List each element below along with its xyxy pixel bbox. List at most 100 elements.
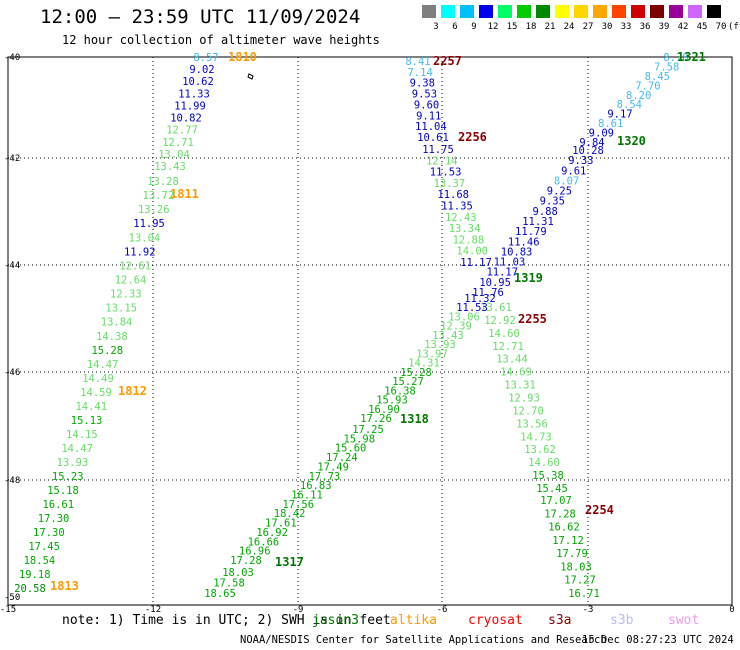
wave-height-value: 17.07 (540, 495, 572, 507)
legend-label: 36 (639, 22, 651, 32)
wave-height-value: 11.35 (441, 201, 473, 213)
wave-height-value: 10.28 (572, 145, 604, 157)
lon-tick-label: -9 (293, 605, 304, 615)
legend-label: 27 (582, 22, 594, 32)
legend-swatch (631, 5, 645, 18)
wave-height-value: 13.34 (449, 223, 481, 235)
wave-height-value: 14.59 (80, 387, 112, 399)
wave-height-value: 9.17 (607, 109, 632, 121)
wave-height-value: 8.78 (663, 52, 688, 64)
legend-swatch (536, 5, 550, 18)
legend-label: 24 (563, 22, 575, 32)
satellite-label: jason3 (312, 613, 359, 628)
lon-tick-label: 0 (729, 605, 734, 615)
wave-height-value: 11.31 (522, 216, 554, 228)
track-time-label: 1320 (617, 134, 646, 148)
wave-height-value: 10.62 (182, 76, 214, 88)
wave-height-value: 17.12 (552, 535, 584, 547)
lat-tick-label: -44 (4, 261, 20, 271)
legend-swatch (593, 5, 607, 18)
wave-height-value: 9.11 (416, 110, 441, 122)
wave-height-value: 17.28 (230, 555, 262, 567)
wave-height-value: 13.15 (105, 303, 137, 315)
wave-height-value: 14.38 (96, 331, 128, 343)
lat-tick-label: -50 (4, 593, 20, 603)
wave-height-value: 14.31 (408, 358, 440, 370)
wave-height-value: 11.53 (430, 167, 462, 179)
wave-height-value: 10.61 (417, 132, 449, 144)
wave-height-value: 14.00 (456, 246, 488, 258)
wave-height-value: 12.33 (110, 289, 142, 301)
wave-height-value: 17.30 (38, 513, 70, 525)
legend-swatch (422, 5, 436, 18)
wave-height-value: 16.38 (384, 385, 416, 397)
wave-height-value: 8.07 (554, 175, 579, 187)
track-time-label: 1810 (228, 50, 257, 64)
wave-height-value: 18.54 (24, 555, 56, 567)
track-time-label: 2255 (518, 312, 547, 326)
wave-height-value: 10.82 (170, 113, 202, 125)
wave-height-value: 14.69 (500, 367, 532, 379)
legend-label: 21 (544, 22, 556, 32)
wave-height-value: 17.25 (352, 424, 384, 436)
track-time-label: 1812 (118, 384, 147, 398)
wave-height-value: 12.88 (453, 234, 485, 246)
wave-height-value: 16.92 (256, 527, 288, 539)
legend-label: 39 (658, 22, 670, 32)
wave-height-value: 16.66 (248, 536, 280, 548)
lat-tick-label: -48 (4, 476, 20, 486)
satellite-label: s3b (610, 613, 634, 628)
wave-height-value: 15.27 (392, 376, 424, 388)
wave-height-value: 14.49 (82, 373, 114, 385)
legend-swatch (479, 5, 493, 18)
legend-swatch (612, 5, 626, 18)
satellite-label: s3a (548, 613, 572, 628)
wave-height-value: 11.17 (460, 257, 492, 269)
note-text: note: 1) Time is in UTC; 2) SWH is in fe… (62, 613, 391, 628)
generated-time: 15 Dec 08:27:23 UTC 2024 (582, 634, 734, 646)
wave-height-value: 7.14 (407, 67, 432, 79)
satellite-label: cryosat (468, 613, 523, 628)
legend-swatch (669, 5, 683, 18)
wave-height-value: 16.71 (568, 588, 600, 600)
wave-height-value: 9.25 (547, 186, 572, 198)
wave-height-value: 13.06 (448, 311, 480, 323)
wave-height-value: 11.79 (515, 226, 547, 238)
wave-height-value: 7.70 (635, 80, 660, 92)
wave-height-value: 20.58 (14, 583, 46, 595)
wave-height-value: 15.93 (376, 395, 408, 407)
wave-height-value: 11.99 (174, 100, 206, 112)
wave-height-value: 11.53 (456, 302, 488, 314)
wave-height-value: 13.04 (158, 149, 190, 161)
legend-label: 12 (487, 22, 499, 32)
legend-label: 33 (620, 22, 632, 32)
wave-height-value: 14.73 (520, 431, 552, 443)
wave-height-value: 12.64 (115, 275, 147, 287)
wave-height-value: 9.60 (414, 99, 439, 111)
wave-height-value: 18.65 (204, 588, 236, 600)
wave-height-value: 11.68 (437, 189, 469, 201)
wave-height-value: 11.03 (494, 257, 526, 269)
legend-swatch (574, 5, 588, 18)
wave-height-value: 10.95 (479, 277, 511, 289)
lon-tick-label: -12 (145, 605, 161, 615)
wave-height-value: 17.73 (309, 471, 341, 483)
wave-height-value: 13.43 (432, 330, 464, 342)
wave-height-value: 11.17 (486, 267, 518, 279)
wave-height-value: 11.76 (472, 287, 504, 299)
lon-tick-label: -15 (0, 605, 16, 615)
wave-height-value: 15.98 (343, 433, 375, 445)
wave-height-value: 17.58 (213, 578, 245, 590)
wave-height-value: 9.61 (561, 165, 586, 177)
wave-height-value: 19.18 (19, 569, 51, 581)
legend-unit: (ft) (728, 22, 740, 32)
legend-swatch (688, 5, 702, 18)
track-time-label: 1813 (50, 579, 79, 593)
wave-height-value: 9.09 (589, 128, 614, 140)
legend-swatch (460, 5, 474, 18)
legend-label: 42 (677, 22, 689, 32)
wave-height-value: 17.79 (556, 548, 588, 560)
wave-height-value: 16.96 (239, 546, 271, 558)
wave-height-value: 15.28 (400, 367, 432, 379)
wave-height-value: 9.35 (540, 196, 565, 208)
